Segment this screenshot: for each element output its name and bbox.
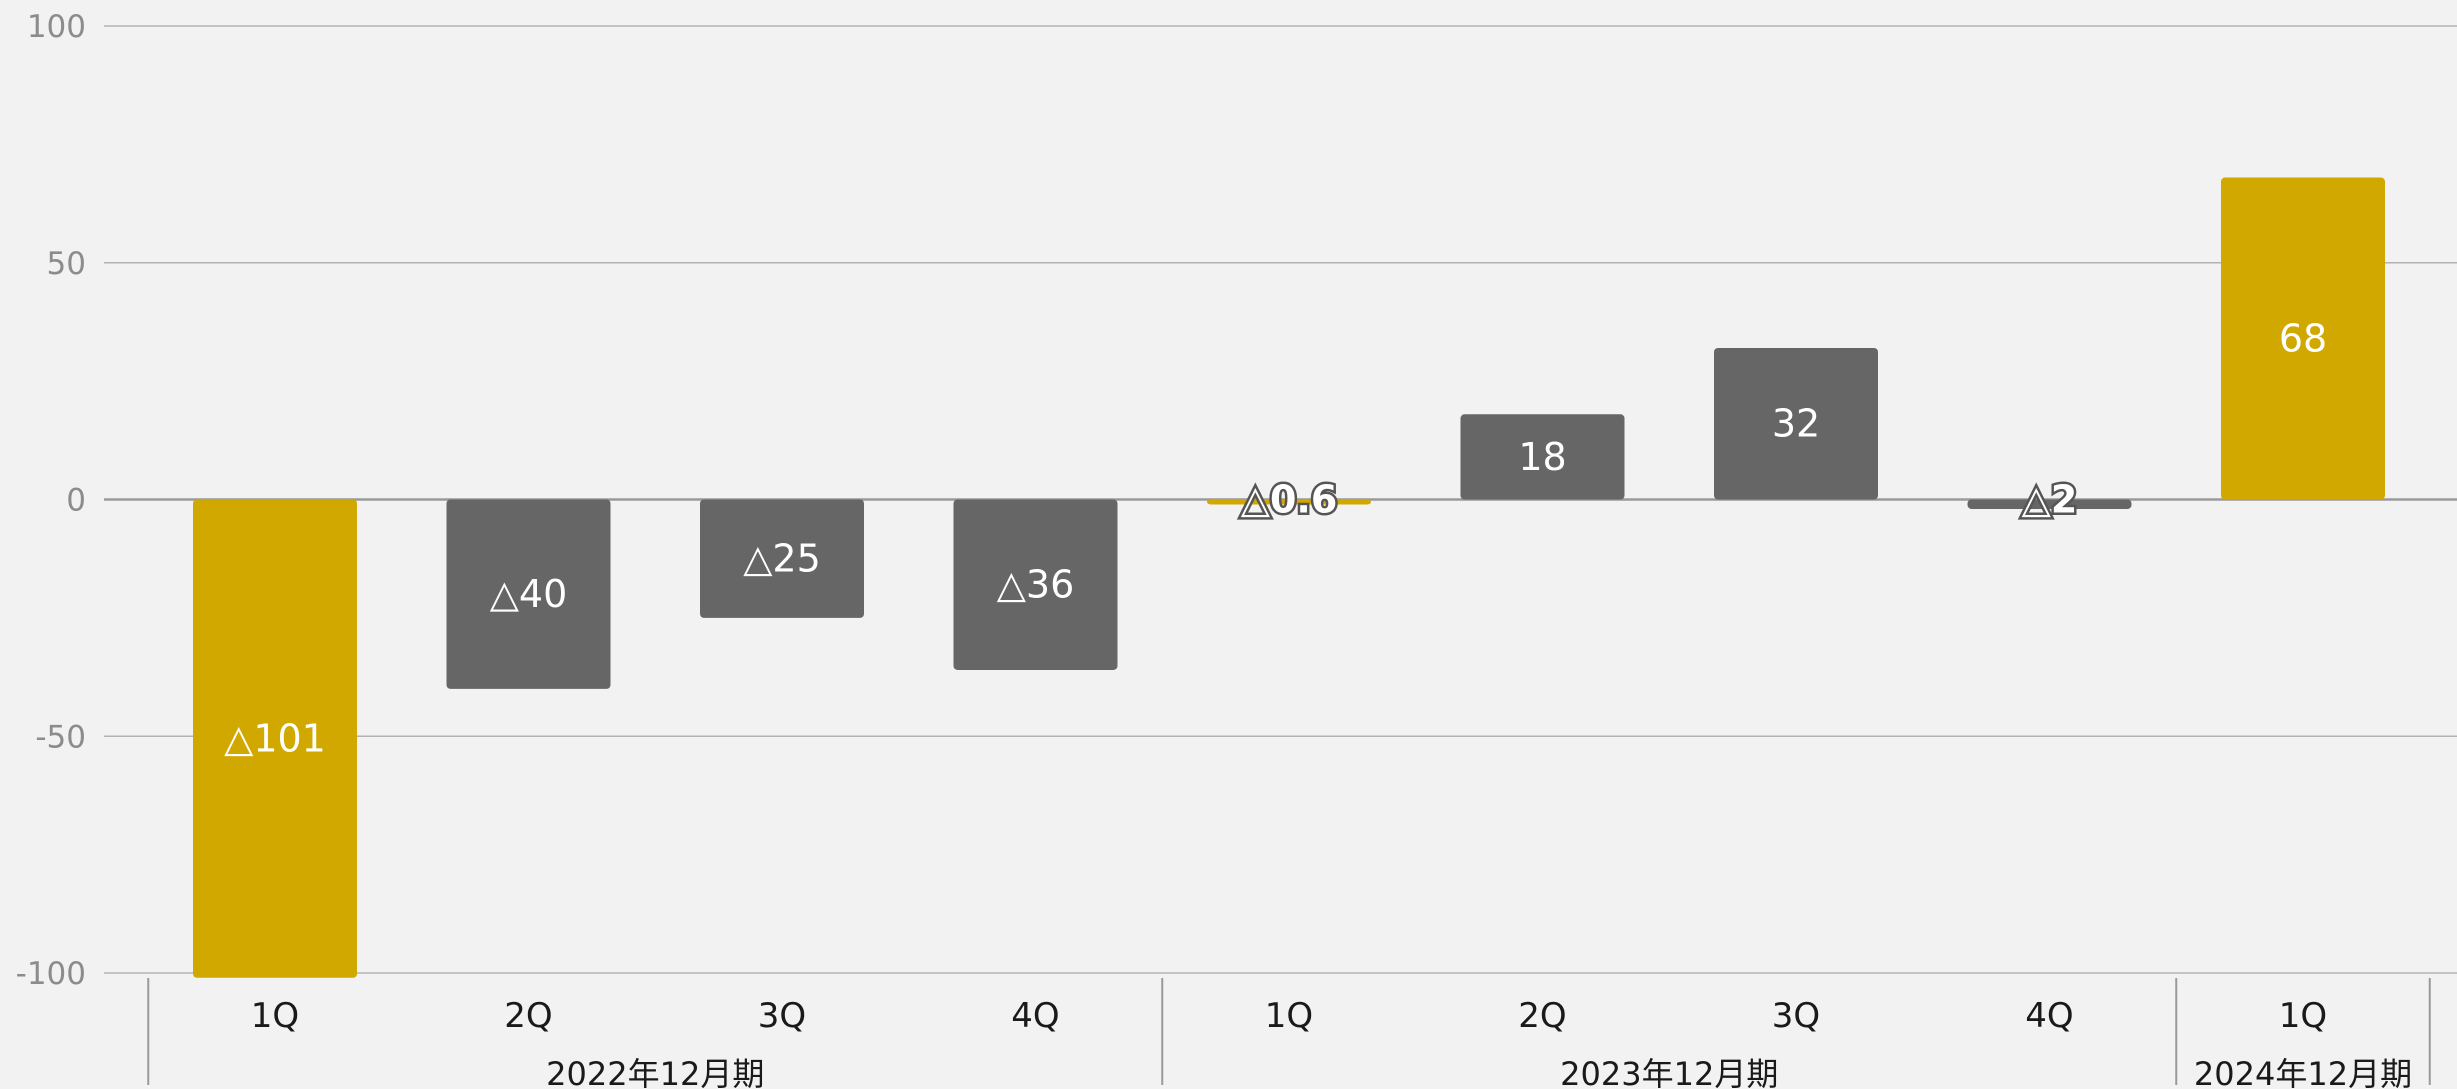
- y-axis-tick-labels: 100 50 0 -50 -100: [16, 9, 86, 992]
- bar: [1207, 499, 1371, 505]
- bar: [1460, 414, 1625, 500]
- x-tick-label: 1Q: [1265, 996, 1313, 1036]
- bar: [193, 499, 357, 978]
- bar-value-label: 68: [2279, 317, 2327, 361]
- bars: [193, 177, 2385, 978]
- y-tick-label: -50: [35, 719, 86, 755]
- x-tick-label: 2Q: [504, 996, 552, 1036]
- x-tick-label: 4Q: [2025, 996, 2073, 1036]
- bar: [446, 499, 611, 689]
- bar: [700, 499, 864, 618]
- group-label: 2024年12月期: [2194, 1055, 2412, 1089]
- x-tick-label: 3Q: [758, 996, 806, 1036]
- y-tick-label: 50: [47, 246, 86, 282]
- bar-value-labels: △101 △40 △25 △36 △0.6 18 32 △2 68: [224, 317, 2327, 761]
- x-tick-label: 2Q: [1518, 996, 1566, 1036]
- bar-value-label: 32: [1772, 402, 1820, 446]
- bar-value-label: △0.6: [1241, 478, 1338, 522]
- x-axis: 1Q 2Q 3Q 4Q 1Q 2Q 3Q 4Q 1Q 2022年12月期 2023年12月期 2024…: [147, 978, 2431, 1089]
- y-tick-label: 100: [27, 9, 86, 45]
- x-tick-label: 3Q: [1772, 996, 1820, 1036]
- bar: [1967, 499, 2132, 509]
- y-tick-label: -100: [16, 956, 86, 992]
- bar-value-label: △36: [997, 563, 1075, 607]
- x-tick-label: 1Q: [2279, 996, 2327, 1036]
- bar-value-label: △25: [743, 537, 821, 581]
- x-tick-label: 1Q: [251, 996, 299, 1036]
- bar-value-label: △2: [2022, 478, 2078, 522]
- bar: [953, 499, 1118, 670]
- bar: [1714, 347, 1878, 500]
- x-tick-label: 4Q: [1011, 996, 1059, 1036]
- bar-value-label: △40: [490, 572, 568, 616]
- y-tick-label: 0: [66, 483, 86, 519]
- bar-value-label: 18: [1518, 435, 1566, 479]
- group-label: 2022年12月期: [546, 1055, 764, 1089]
- bar-value-label: △101: [224, 717, 326, 761]
- bar: [2221, 177, 2385, 500]
- group-label: 2023年12月期: [1560, 1055, 1778, 1089]
